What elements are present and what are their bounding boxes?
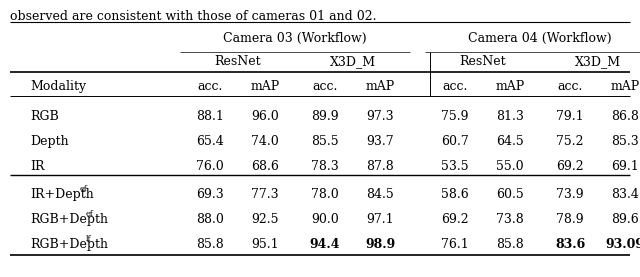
Text: 68.6: 68.6 xyxy=(251,160,279,173)
Text: 88.1: 88.1 xyxy=(196,110,224,123)
Text: Modality: Modality xyxy=(30,80,86,93)
Text: 83.4: 83.4 xyxy=(611,188,639,201)
Text: ef: ef xyxy=(86,210,93,218)
Text: 81.3: 81.3 xyxy=(496,110,524,123)
Text: 60.7: 60.7 xyxy=(441,135,469,148)
Text: ResNet: ResNet xyxy=(459,55,506,68)
Text: RGB+Depth: RGB+Depth xyxy=(30,213,108,226)
Text: 89.9: 89.9 xyxy=(311,110,339,123)
Text: 94.4: 94.4 xyxy=(310,238,340,251)
Text: 76.0: 76.0 xyxy=(196,160,224,173)
Text: 58.6: 58.6 xyxy=(441,188,469,201)
Text: 97.3: 97.3 xyxy=(366,110,394,123)
Text: Camera 04 (Workflow): Camera 04 (Workflow) xyxy=(468,32,612,45)
Text: X3D_M: X3D_M xyxy=(575,55,621,68)
Text: 69.1: 69.1 xyxy=(611,160,639,173)
Text: 73.8: 73.8 xyxy=(496,213,524,226)
Text: RGB+Depth: RGB+Depth xyxy=(30,238,108,251)
Text: 85.3: 85.3 xyxy=(611,135,639,148)
Text: 90.0: 90.0 xyxy=(311,213,339,226)
Text: RGB: RGB xyxy=(30,110,59,123)
Text: 95.1: 95.1 xyxy=(251,238,279,251)
Text: 74.0: 74.0 xyxy=(251,135,279,148)
Text: observed are consistent with those of cameras 01 and 02.: observed are consistent with those of ca… xyxy=(10,10,376,23)
Text: mAP: mAP xyxy=(250,80,280,93)
Text: 69.2: 69.2 xyxy=(556,160,584,173)
Text: X3D_M: X3D_M xyxy=(330,55,376,68)
Text: 73.9: 73.9 xyxy=(556,188,584,201)
Text: 88.0: 88.0 xyxy=(196,213,224,226)
Text: lf: lf xyxy=(86,235,92,243)
Text: 64.5: 64.5 xyxy=(496,135,524,148)
Text: 89.6: 89.6 xyxy=(611,213,639,226)
Text: 87.8: 87.8 xyxy=(366,160,394,173)
Text: 85.5: 85.5 xyxy=(311,135,339,148)
Text: 55.0: 55.0 xyxy=(496,160,524,173)
Text: 84.5: 84.5 xyxy=(366,188,394,201)
Text: 79.1: 79.1 xyxy=(556,110,584,123)
Text: 77.3: 77.3 xyxy=(251,188,279,201)
Text: acc.: acc. xyxy=(312,80,338,93)
Text: 78.0: 78.0 xyxy=(311,188,339,201)
Text: 78.9: 78.9 xyxy=(556,213,584,226)
Text: mAP: mAP xyxy=(611,80,639,93)
Text: IR: IR xyxy=(30,160,45,173)
Text: 78.3: 78.3 xyxy=(311,160,339,173)
Text: 85.8: 85.8 xyxy=(196,238,224,251)
Text: 92.5: 92.5 xyxy=(252,213,279,226)
Text: 76.1: 76.1 xyxy=(441,238,469,251)
Text: acc.: acc. xyxy=(442,80,468,93)
Text: 69.3: 69.3 xyxy=(196,188,224,201)
Text: ef: ef xyxy=(79,185,87,193)
Text: 97.1: 97.1 xyxy=(366,213,394,226)
Text: 69.2: 69.2 xyxy=(441,213,469,226)
Text: 60.5: 60.5 xyxy=(496,188,524,201)
Text: 93.09: 93.09 xyxy=(605,238,640,251)
Text: 75.2: 75.2 xyxy=(556,135,584,148)
Text: acc.: acc. xyxy=(197,80,223,93)
Text: 65.4: 65.4 xyxy=(196,135,224,148)
Text: Camera 03 (Workflow): Camera 03 (Workflow) xyxy=(223,32,367,45)
Text: mAP: mAP xyxy=(495,80,525,93)
Text: 86.8: 86.8 xyxy=(611,110,639,123)
Text: 53.5: 53.5 xyxy=(441,160,469,173)
Text: 93.7: 93.7 xyxy=(366,135,394,148)
Text: Depth: Depth xyxy=(30,135,68,148)
Text: 98.9: 98.9 xyxy=(365,238,395,251)
Text: 85.8: 85.8 xyxy=(496,238,524,251)
Text: 96.0: 96.0 xyxy=(251,110,279,123)
Text: ResNet: ResNet xyxy=(214,55,261,68)
Text: 83.6: 83.6 xyxy=(555,238,585,251)
Text: acc.: acc. xyxy=(557,80,582,93)
Text: 75.9: 75.9 xyxy=(441,110,468,123)
Text: IR+Depth: IR+Depth xyxy=(30,188,93,201)
Text: mAP: mAP xyxy=(365,80,395,93)
